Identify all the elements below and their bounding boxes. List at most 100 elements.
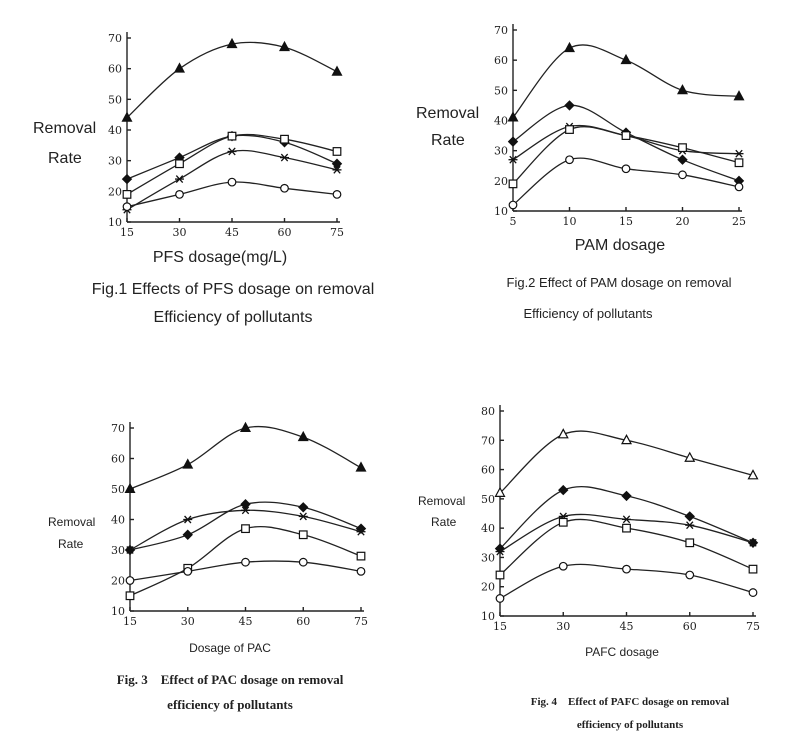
fig1-series-5-point-4 [280,183,289,193]
fig2-series-4-point-1 [508,179,518,189]
figure-1: Removal Rate PFS dosage(mg/L) Fig.1 Effe… [0,0,400,365]
fig3-series-2-point-2 [182,529,193,540]
fig3-xtick-label: 45 [239,615,253,628]
fig3-axes: 10 20 30 40 50 60 70 15 30 45 60 75 [111,422,368,628]
fig1-series-5 [122,177,342,212]
fig4-series-3-point-4 [685,521,695,530]
fig3-series-5-point-1 [125,576,135,585]
fig2-ytick-label: 10 [494,205,508,218]
fig1-series-4-point-4 [280,153,289,162]
fig3-ytick-label: 40 [111,514,125,527]
fig4-series-4-point-5 [748,564,758,574]
fig3-series-4-point-3 [241,524,250,534]
fig3-series-5-point-4 [298,557,308,567]
fig1-series-3 [122,131,342,199]
fig3-series-5 [125,557,366,585]
fig4-xlabel: PAFC dosage [585,645,659,659]
fig4-series-1-point-1 [494,486,506,497]
fig1-series-5-point-1 [122,202,132,212]
fig2-series-5 [508,155,744,210]
fig1-series-3-point-3 [227,131,237,141]
fig2-xtick-label: 10 [563,215,577,228]
fig4-series-1-point-5 [747,469,759,480]
fig2-series-1-point-5 [733,90,745,101]
fig4-xtick-label: 45 [620,620,634,633]
fig2-series-1-point-3 [620,53,632,65]
fig4-ytick-label: 20 [481,581,495,594]
fig3-series-3-point-3 [241,506,250,515]
fig3-series-3-point-2 [183,515,193,524]
fig3-series-2-point-4 [298,502,309,513]
fig1-series-1-point-5 [331,65,343,76]
figure-1-chart: Removal Rate PFS dosage(mg/L) Fig.1 Effe… [33,32,375,326]
fig2-ytick-label: 60 [494,54,508,67]
fig2-series-5-point-4 [678,170,687,180]
fig3-series-1-point-4 [297,430,309,442]
fig4-series-5-point-3 [622,564,631,574]
fig3-ylabel-line-2: Rate [58,537,84,551]
fig3-xlabel: Dosage of PAC [189,641,271,655]
fig1-series-5-point-5 [332,189,342,199]
fig4-series-3 [495,512,758,556]
fig3-ytick-label: 70 [111,422,125,435]
fig1-xlabel: PFS dosage(mg/L) [153,249,287,266]
fig2-xtick-label: 25 [732,215,746,228]
fig3-series-4-point-5 [356,551,366,561]
fig4-series-4-point-2 [558,517,568,527]
fig2-series-3-point-5 [734,149,744,158]
fig4-series-5 [495,561,758,603]
fig4-series-5-point-5 [748,588,758,597]
fig4-xtick-label: 30 [556,620,570,633]
fig4-series-5-point-2 [558,561,568,571]
fig2-ytick-label: 70 [494,24,508,37]
fig4-series-4-point-4 [685,538,695,548]
fig3-series-5-point-3 [241,557,250,567]
fig2-series-4-point-3 [621,131,631,140]
fig1-xtick-label: 60 [278,226,292,239]
fig2-xtick-label: 20 [676,215,690,228]
fig2-series-1-point-2 [563,41,576,53]
fig4-ytick-label: 50 [481,493,495,506]
fig4-series-2-point-2 [558,484,569,496]
fig4-series-2-point-3 [621,490,632,502]
fig1-series-1-point-4 [278,40,291,52]
fig2-ylabel-line-1: Removal [416,105,479,122]
fig3-xtick-label: 60 [296,615,310,628]
fig1-ylabel-line-2: Rate [48,150,82,167]
fig1-series-1 [121,37,343,122]
fig4-series-3-point-3 [622,515,631,524]
fig2-series-4 [508,125,744,189]
fig3-series-1-line [129,425,362,490]
fig3-series-4-point-1 [125,591,135,601]
fig1-ytick-label: 10 [108,216,122,229]
fig2-ytick-label: 20 [494,175,508,188]
fig4-ytick-label: 40 [481,522,495,535]
fig4-series-2-point-4 [684,511,695,522]
fig1-caption-line-1: Fig.1 Effects of PFS dosage on removal [92,281,375,298]
fig1-series-4-point-3 [227,147,237,156]
figure-4-chart: Removal Rate PAFC dosage Fig. 4 Effect o… [418,405,760,731]
fig4-ytick-label: 30 [481,551,495,564]
fig3-series-5-point-5 [356,566,366,576]
fig4-series-1 [494,428,759,497]
fig1-ylabel-line-1: Removal [33,120,96,137]
fig4-ytick-label: 80 [481,405,495,418]
figure-3-chart: Removal Rate Dosage of PAC Fig. 3 Effect… [48,421,368,712]
fig2-series-5-point-2 [565,155,574,165]
fig2-xtick-label: 15 [619,215,633,228]
fig1-xtick-label: 30 [173,226,187,239]
fig4-series-4-point-1 [495,570,505,580]
fig3-xtick-label: 15 [123,615,137,628]
fig3-series-4-point-4 [298,530,308,540]
figure-2-chart: Removal Rate PAM dosage Fig.2 Effect of … [416,24,746,321]
fig3-series-1-point-1 [124,482,136,493]
fig3-series-1-point-2 [182,458,194,469]
fig2-series-2-point-1 [507,136,519,147]
fig2-series-4-point-5 [734,158,744,168]
fig2-series-5-point-5 [734,182,744,192]
fig4-caption-line-2: efficiency of pollutants [577,719,684,731]
fig1-series-4-point-5 [332,165,342,174]
fig3-ytick-label: 10 [111,605,125,618]
fig1-series-3-point-2 [175,159,184,169]
fig1-xtick-label: 75 [330,226,344,239]
